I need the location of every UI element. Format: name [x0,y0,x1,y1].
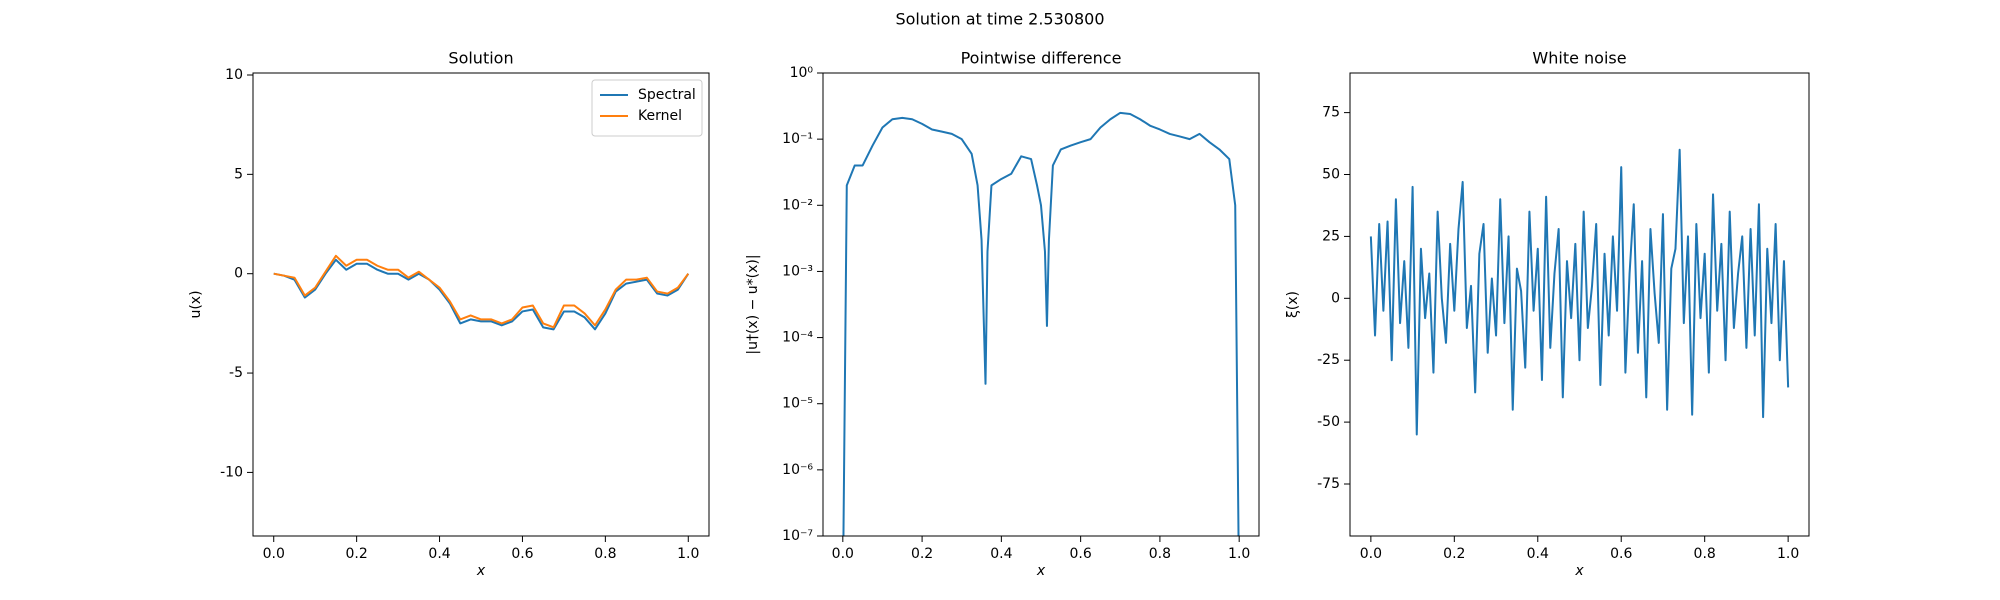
x-axis-label: x [1036,563,1046,579]
x-tick-label: 1.0 [1228,546,1250,562]
x-tick-label: 0.0 [263,546,285,562]
y-tick-label: 10⁻³ [782,263,813,279]
y-tick-label: 0 [1331,290,1340,306]
data-line [1369,148,1790,436]
legend-label: Spectral [638,87,696,103]
x-tick-label: 0.0 [1360,546,1382,562]
x-axis-label: x [476,563,486,579]
axes-frame [1349,72,1810,537]
x-axis-label: x [1574,563,1584,579]
figure-title: Solution at time 2.530800 [895,10,1104,29]
y-tick-label: 0 [234,266,243,282]
x-tick-label: 0.8 [1694,546,1716,562]
x-tick-label: 0.6 [1610,546,1632,562]
y-tick-label: -75 [1317,476,1340,492]
subplot-title: Pointwise difference [961,49,1122,68]
x-tick-label: 0.4 [428,546,450,562]
subplot: White noise x ξ(x) 0.0 0.2 0.4 0.6 0.8 1.0 -75 -50… [1285,49,1810,579]
y-tick-label: -50 [1317,414,1340,430]
x-tick-label: 0.8 [594,546,616,562]
x-tick-label: 0.2 [346,546,368,562]
y-axis-label: |u†(x) − u*(x)| [745,254,761,354]
y-tick-label: 10⁻⁴ [782,330,813,346]
x-tick-label: 0.8 [1149,546,1171,562]
y-tick-label: 10⁻² [782,197,813,213]
legend-label: Kernel [638,108,682,124]
subplot: Solution x u(x) 0.0 0.2 0.4 0.6 0.8 1.0 -10 -5 0 5 10… [188,49,710,579]
x-tick-label: 0.4 [990,546,1012,562]
y-axis-label: ξ(x) [1285,291,1301,318]
subplot: Pointwise difference x |u†(x) − u*(x)| 0.0 0… [745,49,1260,579]
data-line [273,254,690,329]
y-tick-label: 10⁰ [790,65,814,81]
axes-frame [252,72,710,537]
y-tick-label: 25 [1322,228,1340,244]
y-tick-label: 10 [225,67,243,83]
data-line [842,111,1240,536]
x-tick-label: 0.4 [1527,546,1549,562]
subplot-title: Solution [448,49,513,68]
x-tick-label: 0.2 [1443,546,1465,562]
y-tick-label: 10⁻⁵ [782,396,813,412]
y-tick-label: 75 [1322,105,1340,121]
axes-frame [822,72,1260,537]
x-tick-label: 0.6 [1070,546,1092,562]
y-tick-label: -10 [220,464,243,480]
y-tick-label: 10⁻⁷ [782,528,813,544]
y-tick-label: 5 [234,166,243,182]
x-tick-label: 0.6 [511,546,533,562]
y-axis-label: u(x) [188,290,204,318]
subplot-title: White noise [1532,49,1626,68]
legend: Spectral Kernel [591,79,703,137]
x-tick-label: 1.0 [677,546,699,562]
y-tick-label: -25 [1317,352,1340,368]
x-tick-label: 1.0 [1777,546,1799,562]
data-line [273,258,690,331]
x-tick-label: 0.0 [832,546,854,562]
y-tick-label: 50 [1322,167,1340,183]
x-tick-label: 0.2 [911,546,933,562]
y-tick-label: 10⁻¹ [782,131,813,147]
y-tick-label: -5 [229,365,243,381]
y-tick-label: 10⁻⁶ [782,462,813,478]
